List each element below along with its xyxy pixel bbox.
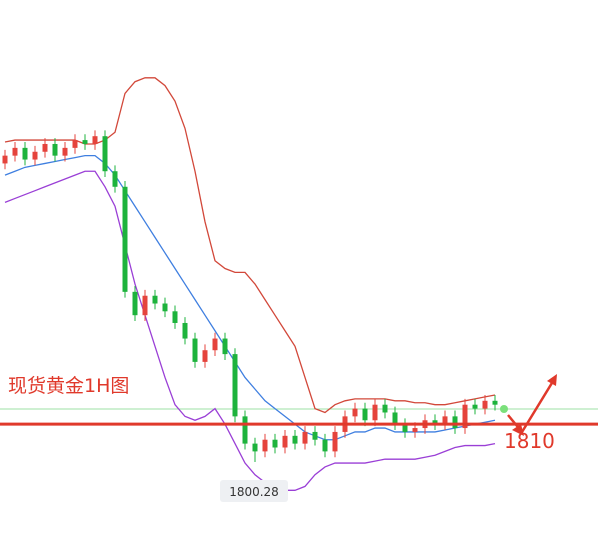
candle-body: [172, 311, 178, 323]
candle-body: [182, 322, 188, 339]
candle-body: [132, 291, 138, 316]
candle-body: [42, 143, 48, 152]
band-line: [4, 155, 496, 441]
candle-body: [382, 404, 388, 413]
candle-body: [312, 431, 318, 440]
candle-body: [332, 431, 338, 452]
arrow-head: [547, 374, 557, 386]
candle-body: [492, 400, 498, 405]
candle-body: [372, 404, 378, 421]
candle-body: [482, 400, 488, 409]
candle-body: [72, 140, 78, 148]
candle-body: [212, 338, 218, 351]
candle-body: [112, 171, 118, 187]
candle-body: [62, 147, 68, 156]
candle-body: [252, 443, 258, 452]
candle-body: [242, 416, 248, 444]
arrow-head: [512, 424, 524, 436]
band-line: [4, 170, 496, 491]
level-label: 1810: [504, 429, 555, 453]
candle-body: [12, 147, 18, 156]
candle-body: [302, 431, 308, 444]
candle-body: [122, 186, 128, 292]
low-marker-label: 1800.28: [229, 485, 279, 499]
candle-body: [52, 143, 58, 156]
band-line: [4, 77, 496, 414]
candle-body: [432, 420, 438, 425]
candle-body: [92, 136, 98, 144]
candle-body: [222, 338, 228, 355]
candle-body: [82, 140, 88, 144]
candle-body: [442, 416, 448, 425]
candle-body: [292, 435, 298, 444]
candle-body: [462, 404, 468, 429]
candle-body: [202, 350, 208, 362]
candle-body: [262, 439, 268, 452]
candle-body: [192, 338, 198, 362]
candle-body: [142, 295, 148, 316]
candle-body: [402, 424, 408, 432]
candle-body: [452, 416, 458, 429]
candle-body: [362, 408, 368, 421]
candle-body: [472, 404, 478, 409]
candle-body: [282, 435, 288, 448]
last-price-dot: [500, 405, 508, 413]
candle-body: [22, 147, 28, 160]
candle-body: [322, 439, 328, 452]
low-marker-box: [220, 479, 288, 502]
candle-body: [162, 303, 168, 312]
candle-body: [2, 155, 8, 164]
candle-body: [272, 439, 278, 448]
candle-body: [392, 412, 398, 425]
candle-body: [102, 136, 108, 172]
chart-title: 现货黄金1H图: [8, 375, 129, 397]
candle-body: [32, 151, 38, 160]
candle-body: [412, 428, 418, 432]
candle-body: [232, 354, 238, 417]
candle-body: [352, 408, 358, 417]
candle-body: [152, 295, 158, 304]
